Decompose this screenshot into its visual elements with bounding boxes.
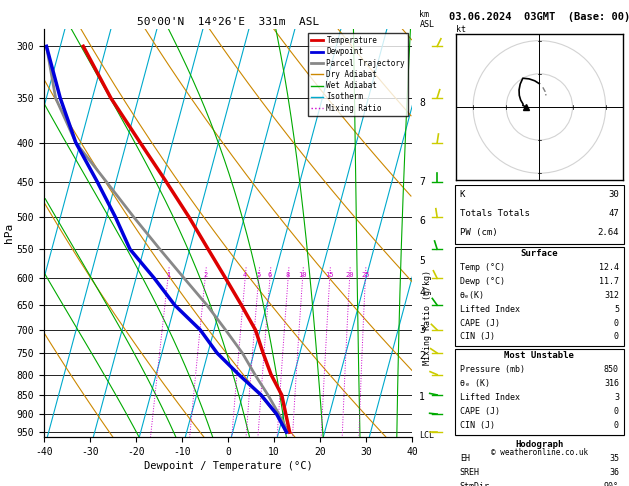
Text: K: K — [460, 190, 465, 199]
Text: 850: 850 — [604, 365, 619, 374]
Text: Dewp (°C): Dewp (°C) — [460, 277, 505, 286]
Text: 0: 0 — [614, 407, 619, 416]
Text: PW (cm): PW (cm) — [460, 227, 498, 237]
Text: LCL: LCL — [420, 431, 435, 440]
Text: 312: 312 — [604, 291, 619, 300]
Text: Mixing Ratio (g/kg): Mixing Ratio (g/kg) — [423, 270, 432, 364]
Text: 5: 5 — [420, 256, 425, 266]
Text: 90°: 90° — [604, 482, 619, 486]
Text: 12.4: 12.4 — [599, 263, 619, 272]
X-axis label: Dewpoint / Temperature (°C): Dewpoint / Temperature (°C) — [143, 461, 313, 471]
Text: θₑ(K): θₑ(K) — [460, 291, 485, 300]
Text: 2: 2 — [420, 351, 425, 361]
Legend: Temperature, Dewpoint, Parcel Trajectory, Dry Adiabat, Wet Adiabat, Isotherm, Mi: Temperature, Dewpoint, Parcel Trajectory… — [308, 33, 408, 116]
Text: Lifted Index: Lifted Index — [460, 393, 520, 402]
Text: 3: 3 — [420, 325, 425, 335]
Text: 4: 4 — [243, 272, 247, 278]
Text: 0: 0 — [614, 318, 619, 328]
Text: km
ASL: km ASL — [420, 10, 435, 29]
Bar — [455, 185, 624, 244]
Text: SREH: SREH — [460, 468, 480, 477]
Text: 20: 20 — [345, 272, 354, 278]
Text: 8: 8 — [420, 98, 425, 108]
Bar — [455, 437, 624, 486]
Text: 316: 316 — [604, 379, 619, 388]
Text: StmDir: StmDir — [460, 482, 490, 486]
Text: 15: 15 — [325, 272, 334, 278]
Text: Hodograph: Hodograph — [515, 440, 564, 449]
Text: 8: 8 — [286, 272, 290, 278]
Text: 0: 0 — [614, 332, 619, 342]
Text: 03.06.2024  03GMT  (Base: 00): 03.06.2024 03GMT (Base: 00) — [448, 12, 629, 22]
Bar — [455, 349, 624, 435]
Text: CAPE (J): CAPE (J) — [460, 407, 500, 416]
Text: CIN (J): CIN (J) — [460, 332, 495, 342]
Text: Lifted Index: Lifted Index — [460, 305, 520, 313]
Text: 30: 30 — [608, 190, 619, 199]
Text: Totals Totals: Totals Totals — [460, 208, 530, 218]
Text: 2.64: 2.64 — [598, 227, 619, 237]
Text: Pressure (mb): Pressure (mb) — [460, 365, 525, 374]
Text: CAPE (J): CAPE (J) — [460, 318, 500, 328]
Text: EH: EH — [460, 454, 470, 463]
Text: 3: 3 — [614, 393, 619, 402]
Text: 1: 1 — [166, 272, 170, 278]
Text: 6: 6 — [268, 272, 272, 278]
Text: 1: 1 — [420, 392, 425, 402]
Text: Most Unstable: Most Unstable — [504, 351, 574, 361]
Title: 50°00'N  14°26'E  331m  ASL: 50°00'N 14°26'E 331m ASL — [137, 17, 319, 27]
Text: 35: 35 — [609, 454, 619, 463]
Text: 6: 6 — [420, 216, 425, 226]
Text: 0: 0 — [614, 421, 619, 430]
Y-axis label: hPa: hPa — [4, 223, 14, 243]
Text: 7: 7 — [420, 177, 425, 187]
Text: 2: 2 — [203, 272, 208, 278]
Text: 5: 5 — [614, 305, 619, 313]
Text: 5: 5 — [257, 272, 261, 278]
Text: 25: 25 — [361, 272, 370, 278]
Text: 36: 36 — [609, 468, 619, 477]
Text: kt: kt — [456, 25, 466, 34]
Text: 47: 47 — [608, 208, 619, 218]
Text: © weatheronline.co.uk: © weatheronline.co.uk — [491, 448, 588, 456]
Text: CIN (J): CIN (J) — [460, 421, 495, 430]
Text: Surface: Surface — [521, 249, 558, 258]
Text: Temp (°C): Temp (°C) — [460, 263, 505, 272]
Text: θₑ (K): θₑ (K) — [460, 379, 490, 388]
Text: 4: 4 — [420, 288, 425, 298]
Text: 10: 10 — [298, 272, 307, 278]
Text: 11.7: 11.7 — [599, 277, 619, 286]
Bar — [455, 246, 624, 347]
